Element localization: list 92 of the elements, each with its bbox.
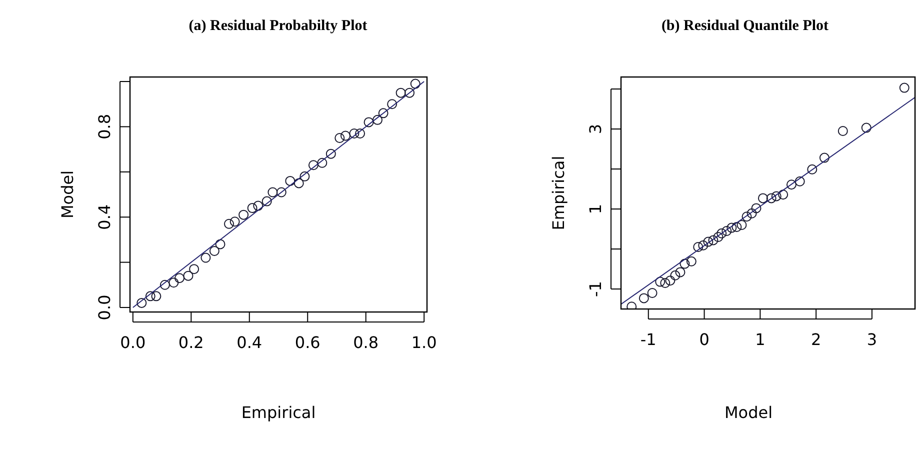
y-tick-label: 0.4: [95, 204, 114, 230]
point: [215, 239, 226, 250]
point: [326, 148, 336, 159]
point: [686, 256, 696, 266]
point: [364, 117, 374, 128]
point: [189, 264, 200, 274]
point: [899, 82, 910, 93]
point: [300, 171, 310, 182]
x-tick-label: 0.2: [178, 333, 204, 352]
point: [647, 288, 658, 298]
point: [655, 276, 666, 287]
x-tick-label: 0.4: [236, 333, 262, 352]
point: [410, 78, 420, 89]
point: [294, 178, 304, 188]
point: [372, 114, 382, 125]
point: [736, 220, 747, 230]
point: [168, 278, 179, 288]
point: [317, 158, 328, 168]
point: [136, 298, 147, 308]
point: [819, 152, 830, 163]
point: [174, 273, 184, 284]
point: [861, 122, 872, 133]
point: [746, 208, 757, 218]
x-tick-label: 1: [755, 330, 766, 349]
point: [145, 291, 156, 302]
point: [253, 200, 264, 211]
point: [708, 235, 718, 246]
point: [224, 218, 234, 229]
y-tick-label: 3: [586, 124, 605, 134]
x-axis-title: Empirical: [241, 403, 316, 422]
point: [200, 252, 211, 263]
point: [638, 293, 649, 304]
point: [355, 128, 366, 138]
y-axis-title: Empirical: [549, 156, 568, 230]
x-tick-label: 0: [699, 330, 710, 349]
y-tick-label: -1: [586, 281, 605, 297]
y-tick-label: 0.0: [95, 294, 114, 320]
point: [151, 291, 162, 302]
x-tick-label: -1: [640, 330, 656, 349]
point: [726, 222, 737, 233]
point: [693, 242, 704, 252]
point: [680, 258, 690, 269]
point: [732, 222, 742, 232]
x-tick-label: 3: [866, 330, 878, 349]
point: [387, 99, 398, 110]
y-axis-title: Model: [58, 170, 77, 219]
chart-title: (a) Residual Probabilty Plot: [188, 18, 368, 34]
x-tick-label: 0.0: [120, 333, 146, 352]
point: [807, 164, 818, 174]
point: [340, 130, 350, 141]
point: [308, 160, 318, 170]
point: [742, 212, 752, 222]
point: [285, 176, 296, 186]
point: [713, 232, 724, 242]
point: [722, 226, 732, 236]
y-tick-label: 0.8: [95, 114, 114, 140]
point: [786, 180, 796, 190]
point: [771, 191, 782, 202]
point: [396, 88, 406, 98]
point: [262, 196, 272, 206]
point: [716, 228, 727, 238]
point: [670, 270, 680, 280]
point: [238, 210, 249, 220]
x-tick-label: 0.6: [294, 333, 320, 352]
point: [665, 276, 676, 286]
point: [404, 88, 415, 98]
point: [778, 190, 788, 200]
point: [334, 133, 345, 144]
point: [230, 216, 240, 227]
point: [838, 126, 848, 136]
point: [160, 280, 170, 290]
point: [703, 236, 714, 247]
point: [751, 203, 762, 214]
point: [183, 270, 194, 281]
x-axis-title: Model: [724, 403, 773, 422]
point: [268, 187, 278, 198]
y-tick-label: 1: [586, 204, 605, 214]
point: [766, 193, 776, 204]
point: [247, 203, 258, 214]
point: [758, 193, 768, 204]
point: [675, 267, 686, 278]
chart-title: (b) Residual Quantile Plot: [661, 18, 829, 34]
point: [378, 108, 388, 118]
point: [698, 240, 708, 250]
point: [660, 278, 670, 288]
point: [209, 246, 220, 256]
x-tick-label: 0.8: [353, 333, 379, 352]
point: [794, 176, 805, 186]
point: [276, 187, 286, 198]
x-tick-label: 2: [810, 330, 822, 349]
x-tick-label: 1.0: [411, 333, 437, 352]
point: [349, 128, 360, 138]
